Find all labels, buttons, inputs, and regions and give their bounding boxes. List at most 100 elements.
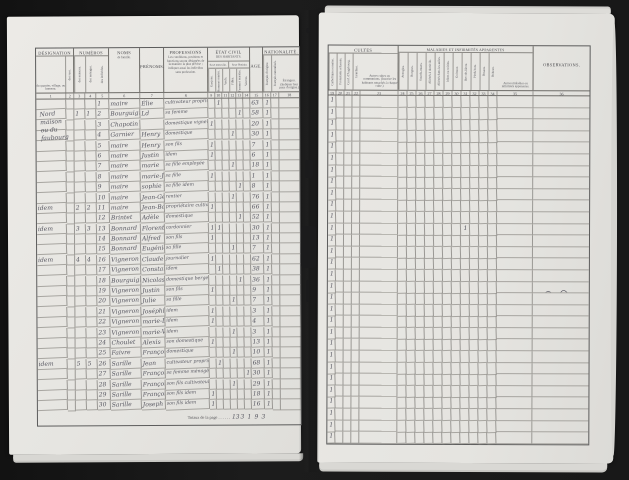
cell-maladie: [415, 188, 426, 201]
cell-autres-cultes: [359, 246, 398, 259]
cell-maladie: [406, 281, 417, 294]
cell-protestant: [336, 107, 345, 119]
cell-maladie: [460, 385, 470, 398]
cell-maladie: [424, 246, 435, 259]
cell-age: 4: [251, 316, 265, 328]
cell-maladie: [469, 408, 479, 421]
cell-observations: [532, 293, 589, 306]
cell-age: 10: [251, 347, 265, 359]
cell-maladie: [424, 327, 434, 340]
binding-mark: [301, 226, 316, 268]
cell-maladie: [451, 327, 461, 340]
cell-autres-maladies: [496, 409, 533, 421]
cell-maladie: [487, 327, 497, 340]
cell-maladie: [415, 246, 426, 259]
cell-maladie: [460, 188, 471, 201]
cell-maladie: [433, 292, 443, 305]
cell-maladie: [424, 258, 435, 270]
cell-maladie: [433, 397, 443, 410]
cell-numero-maison: [75, 327, 87, 339]
cell-autres-maladies: [497, 96, 534, 108]
cell-age: 16: [251, 399, 266, 411]
cell-maladie: [434, 118, 444, 131]
cell-maladie: [478, 374, 488, 387]
cell-autres-cultes: [359, 397, 398, 409]
cell-francais-naturalise: [272, 358, 281, 369]
cell-numero-individu: 28: [97, 379, 111, 391]
census-row-verso: 1: [327, 292, 589, 306]
column-number: 1: [36, 93, 67, 99]
cell-maladie: [406, 408, 416, 421]
cell-autres-maladies: [496, 362, 533, 375]
cell-maladie: [425, 142, 435, 154]
cell-catholique: 1: [328, 95, 337, 108]
cell-maladie: [460, 246, 471, 259]
cell-maladie: [407, 107, 417, 120]
cell-maladie: [478, 362, 488, 375]
cell-observations: [532, 235, 590, 248]
cell-autres-maladies: [496, 246, 533, 259]
cell-catholique: 1: [327, 315, 336, 328]
cell-etranger: [280, 368, 301, 379]
cell-maladie: [487, 235, 498, 247]
cell-maladie: [461, 95, 471, 108]
cell-maladie: [406, 211, 417, 224]
cell-maladie: [415, 431, 425, 444]
cell-maladie: [406, 397, 416, 409]
cell-augsbourg: [343, 257, 352, 270]
cell-catholique: 1: [328, 164, 337, 177]
cell-maladie: [487, 420, 497, 433]
cell-maladie: [487, 397, 497, 410]
observations-column-group: OBSERVATIONS.: [534, 46, 590, 90]
cell-maladie: [460, 304, 470, 317]
cell-maladie: [487, 269, 498, 282]
cell-observations: [532, 328, 589, 340]
cell-protestant: [335, 350, 344, 363]
cell-maladie: [478, 293, 488, 305]
cell-augsbourg: [343, 327, 352, 340]
cell-autres-cultes: [360, 211, 399, 224]
cell-israelite: [351, 234, 361, 247]
cell-maladie: [433, 304, 443, 317]
cell-age: 8: [250, 181, 264, 193]
cell-maladie: [469, 211, 480, 224]
cell-maladie: [433, 246, 444, 259]
cell-maladie: [397, 431, 407, 444]
cell-maladie: [487, 362, 497, 375]
cell-maladie: [461, 130, 471, 143]
cell-numero-maison: [75, 348, 87, 360]
cell-maladie: [406, 373, 416, 386]
cell-rue: [66, 192, 75, 204]
cell-augsbourg: [344, 211, 353, 224]
cell-francais-naturalise: [271, 212, 280, 224]
cell-etranger: [280, 243, 301, 255]
cell-rue: [67, 369, 76, 381]
cell-numero-individu: 20: [97, 296, 111, 308]
cell-augsbourg: [343, 269, 352, 282]
cell-maladie: [425, 130, 435, 143]
cell-observations: [532, 316, 589, 329]
cell-augsbourg: [344, 188, 353, 200]
census-row-verso: 1: [327, 257, 589, 271]
cell-numero-maison: [74, 161, 86, 173]
cell-francais-naturalise: [272, 254, 281, 265]
census-row-verso: 1: [327, 246, 589, 259]
cell-maladie: [397, 373, 407, 386]
cell-maladie: [397, 339, 407, 351]
cell-augsbourg: [344, 223, 353, 235]
cell-augsbourg: [343, 339, 352, 351]
cell-catholique: 1: [327, 327, 336, 340]
census-row-verso: 1: [327, 431, 589, 445]
cell-maladie: [478, 385, 488, 398]
cell-francais-naturalise: [272, 378, 281, 390]
column-number: 5: [96, 93, 110, 99]
column-number: 18: [287, 92, 292, 98]
cell-israelite: [352, 107, 361, 119]
cell-maladie: [452, 142, 462, 155]
cell-protestant: [335, 257, 344, 270]
cell-israelite: [352, 199, 361, 212]
cell-maladie: [487, 304, 497, 317]
cell-francais-origine: 1: [263, 119, 272, 130]
cell-israelite: [351, 350, 360, 363]
cell-maladie: [487, 316, 497, 329]
